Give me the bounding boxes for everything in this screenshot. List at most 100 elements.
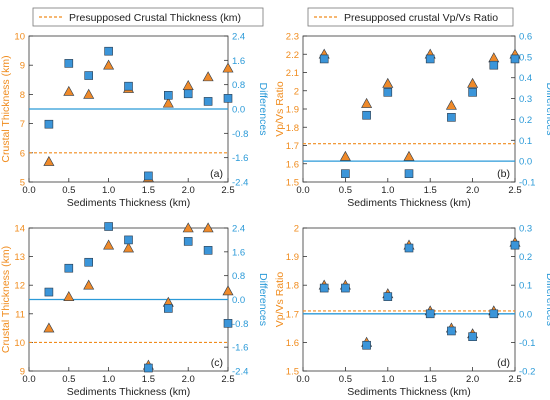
y2-tick-label: -0.8 [232, 319, 248, 330]
y2-tick-label: 0.1 [519, 136, 532, 147]
x-tick-label: 1.5 [424, 185, 437, 196]
square-point [362, 340, 371, 350]
triangle-point [182, 80, 194, 90]
y-tick-label: 9 [20, 367, 25, 378]
x-axis-label: Sediments Thickness (km) [67, 386, 191, 398]
y-tick-label: 1.7 [286, 141, 299, 152]
y2-tick-label: -0.8 [232, 129, 248, 140]
y-tick-label: 11 [15, 309, 25, 320]
square-point [104, 46, 113, 56]
x-tick-label: 1.5 [142, 374, 155, 385]
y2-tick-label: 0.3 [519, 94, 532, 105]
square-point [144, 363, 153, 373]
legend: Presupposed crustal Vp/Vs Ratio [307, 7, 514, 27]
triangle-point [445, 99, 457, 110]
square-point [362, 110, 371, 120]
plot-frame [302, 227, 516, 372]
triangle-point [162, 97, 174, 108]
x-axis-label: Sediments Thickness (km) [67, 197, 191, 209]
square-point [183, 237, 193, 246]
y2-tick-label: 0.2 [519, 115, 532, 126]
triangle-point [43, 322, 55, 333]
square-point [341, 283, 350, 293]
x-tick-label: 1.5 [424, 374, 437, 385]
y-tick-label: 8 [20, 90, 25, 101]
triangle-point [202, 71, 214, 82]
square-point [404, 243, 414, 253]
square-point [124, 81, 133, 91]
y2-tick-label: 0.4 [519, 73, 532, 84]
x-tick-label: 0.5 [62, 185, 75, 196]
triangle-point [467, 77, 479, 88]
y2-tick-label: 0.6 [519, 32, 532, 43]
square-point [64, 263, 74, 273]
triangle-point [182, 222, 194, 233]
x-tick-label: 2.0 [466, 185, 479, 196]
y-tick-label: 1.7 [286, 309, 299, 320]
triangle-point [488, 52, 500, 63]
square-point [183, 89, 193, 99]
legend-label: Presupposed crustal Vp/Vs Ratio [344, 12, 498, 24]
x-tick-label: 2.5 [508, 185, 521, 196]
triangle-point [361, 97, 373, 108]
x-tick-label: 1.0 [102, 185, 115, 196]
x-tick-label: 0.0 [296, 185, 309, 196]
panel-label: (c) [211, 357, 223, 369]
square-point [104, 222, 113, 231]
x-tick-label: 0.0 [22, 185, 35, 196]
legend: Presupposed Crustal Thickness (km) [32, 7, 264, 27]
square-point [447, 326, 456, 336]
x-tick-label: 1.0 [381, 374, 394, 385]
triangle-point [43, 155, 55, 166]
y2-tick-label: -2.4 [232, 178, 248, 189]
y-tick-label: 2 [294, 86, 299, 97]
y-axis-label: Crustal Thickness (km) [0, 246, 12, 353]
square-point [144, 171, 153, 181]
square-point [223, 319, 233, 328]
triangle-point [403, 150, 415, 161]
legend-label: Presupposed Crustal Thickness (km) [69, 12, 241, 24]
y-tick-label: 7 [20, 119, 25, 130]
y2-axis-label: Differences [544, 273, 550, 326]
square-point [44, 287, 54, 297]
y-tick-label: 2.1 [286, 68, 299, 79]
square-point [319, 54, 329, 64]
y-tick-label: 2.2 [286, 50, 299, 61]
x-tick-label: 2.0 [182, 185, 195, 196]
square-point [425, 54, 435, 64]
panel-label: (a) [210, 168, 223, 180]
y2-axis-label: Differences [257, 83, 269, 136]
y2-tick-label: 0.8 [232, 271, 245, 282]
y2-tick-label: -1.6 [232, 343, 248, 354]
x-tick-label: 2.0 [466, 374, 479, 385]
square-point [84, 71, 93, 80]
x-tick-label: 2.5 [508, 374, 521, 385]
square-point [489, 309, 499, 319]
triangle-point [103, 239, 115, 250]
square-point [164, 304, 173, 313]
triangle-point [122, 242, 135, 253]
y-tick-label: 10 [14, 338, 25, 349]
x-axis-label: Sediments Thickness (km) [347, 197, 471, 209]
square-point [44, 119, 54, 129]
y-tick-label: 2.3 [286, 32, 299, 43]
x-tick-label: 2.0 [182, 374, 195, 385]
y2-tick-label: -0.1 [519, 338, 535, 349]
x-tick-label: 1.0 [381, 185, 394, 196]
y2-axis-label: Differences [544, 83, 550, 136]
y2-tick-label: 1.6 [232, 247, 245, 258]
y2-tick-label: 0.2 [519, 252, 532, 263]
y2-axis-label: Differences [257, 273, 269, 326]
square-point [124, 235, 133, 245]
square-point [468, 88, 477, 97]
y-tick-label: 1.8 [286, 123, 299, 134]
y2-tick-label: 2.4 [232, 32, 245, 43]
y-tick-label: 9 [20, 61, 25, 72]
y2-tick-label: -0.1 [519, 178, 535, 189]
y2-tick-label: 0.5 [519, 52, 532, 63]
y-axis-label: Crustal Thickness (km) [0, 55, 12, 162]
square-point [468, 332, 477, 341]
x-tick-label: 1.0 [102, 374, 115, 385]
triangle-point [222, 285, 234, 296]
square-point [64, 59, 74, 68]
